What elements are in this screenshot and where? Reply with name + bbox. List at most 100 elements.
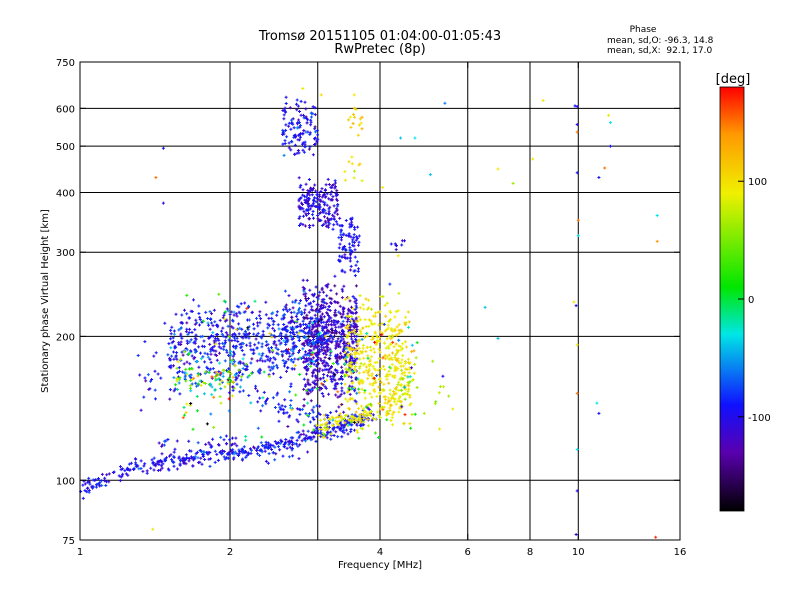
echo-point <box>256 324 260 328</box>
echo-point <box>178 463 182 467</box>
echo-point <box>207 457 211 461</box>
echo-point <box>376 368 380 372</box>
phase-stats-o: mean, sd,O: -96.3, 14.8 <box>607 36 714 46</box>
echo-point <box>341 319 345 323</box>
echo-point <box>121 467 125 471</box>
echo-point <box>336 390 340 394</box>
echo-point <box>317 369 321 373</box>
echo-point <box>575 448 579 451</box>
echo-point <box>394 342 398 346</box>
echo-point <box>227 353 230 357</box>
echo-point <box>354 263 358 267</box>
echo-point <box>406 357 410 361</box>
echo-point <box>282 313 286 317</box>
echo-point <box>200 462 204 466</box>
echo-point <box>271 361 275 365</box>
colorbar-tick-label: 100 <box>748 177 767 188</box>
echo-point <box>323 208 327 212</box>
echo-point <box>358 306 362 310</box>
echo-point <box>575 130 579 134</box>
echo-point <box>312 299 316 303</box>
echo-point <box>329 377 333 381</box>
echo-point <box>288 331 292 334</box>
echo-point <box>330 327 334 331</box>
echo-point <box>388 409 392 412</box>
echo-point <box>284 336 288 340</box>
echo-point <box>428 173 432 177</box>
echo-point <box>223 457 227 461</box>
echo-point <box>271 396 275 400</box>
echo-point <box>332 387 336 391</box>
echo-point <box>290 139 293 143</box>
echo-point <box>97 477 100 481</box>
echo-point <box>313 143 316 146</box>
echo-point <box>298 412 302 416</box>
echo-point <box>268 446 272 449</box>
echo-point <box>607 113 610 117</box>
echo-point <box>188 340 192 344</box>
echo-point <box>573 104 577 108</box>
echo-point <box>413 412 417 416</box>
echo-point <box>350 337 354 341</box>
echo-point <box>392 345 396 349</box>
echo-point <box>259 441 263 445</box>
echo-point <box>297 308 300 312</box>
echo-point <box>166 438 170 441</box>
echo-point <box>224 335 228 339</box>
echo-point <box>363 389 367 392</box>
echo-point <box>189 349 193 353</box>
echo-point <box>95 482 99 486</box>
echo-point <box>574 304 578 308</box>
echo-point <box>357 123 361 127</box>
echo-point <box>372 367 376 371</box>
echo-point <box>217 342 221 346</box>
echo-point <box>451 407 455 411</box>
echo-point <box>403 323 407 327</box>
echo-point <box>221 334 225 338</box>
echo-point <box>203 382 207 385</box>
echo-point <box>334 393 338 397</box>
echo-point <box>188 362 192 366</box>
echo-point <box>350 315 353 318</box>
echo-point <box>314 439 318 443</box>
echo-point <box>210 444 214 448</box>
echo-point <box>306 368 310 372</box>
echo-point <box>286 309 290 313</box>
echo-point <box>326 177 330 181</box>
echo-point <box>354 355 357 359</box>
echo-point <box>304 304 308 308</box>
echo-point <box>190 354 194 358</box>
echo-point <box>154 397 157 401</box>
echo-point <box>314 309 318 313</box>
echo-point <box>255 359 259 363</box>
echo-point <box>264 459 268 463</box>
echo-point <box>213 449 217 453</box>
echo-point <box>99 479 103 483</box>
echo-point <box>161 462 165 466</box>
echo-point <box>150 378 154 381</box>
echo-point <box>315 196 319 200</box>
echo-point <box>441 374 445 378</box>
echo-point <box>400 405 404 409</box>
echo-point <box>374 343 378 347</box>
echo-point <box>295 431 299 435</box>
echo-point <box>306 338 310 342</box>
echo-point <box>302 330 306 334</box>
echo-point <box>294 393 298 397</box>
echo-point <box>174 383 178 387</box>
echo-point <box>368 345 372 349</box>
echo-point <box>328 418 332 421</box>
echo-point <box>266 342 270 346</box>
echo-point <box>345 368 349 372</box>
echo-point <box>305 353 309 357</box>
echo-point <box>126 473 130 477</box>
echo-point <box>354 369 358 373</box>
echo-point <box>359 424 362 428</box>
echo-point <box>307 322 311 325</box>
echo-point <box>136 464 140 468</box>
echo-point <box>344 397 348 401</box>
echo-point <box>301 142 304 146</box>
echo-point <box>322 346 326 350</box>
echo-point <box>362 370 366 374</box>
echo-point <box>325 294 329 298</box>
